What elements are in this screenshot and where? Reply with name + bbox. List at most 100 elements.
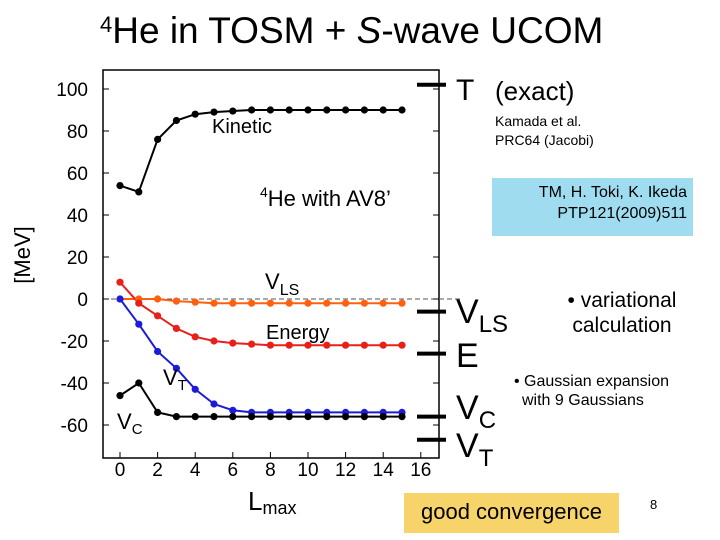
vc-data-point bbox=[323, 413, 331, 421]
vls-data-point bbox=[191, 298, 199, 306]
y-tick-label: 40 bbox=[67, 206, 88, 227]
vls-data-point bbox=[323, 299, 331, 307]
variational-line-1: • variational bbox=[567, 289, 677, 312]
tm-reference-box: TM, H. Toki, K. Ikeda PTP121(2009)511 bbox=[492, 178, 693, 236]
kinetic-data-point bbox=[360, 106, 368, 114]
title-rest: -wave UCOM bbox=[381, 10, 604, 51]
x-tick-label: 2 bbox=[152, 460, 163, 481]
y-axis-label: [MeV] bbox=[10, 226, 35, 283]
tm-line-2: PTP121(2009)511 bbox=[557, 205, 687, 222]
y-tick-label: -20 bbox=[61, 332, 88, 353]
kinetic-data-point bbox=[266, 106, 274, 114]
vt-data-point bbox=[210, 400, 218, 408]
energy-data-point bbox=[191, 333, 199, 341]
vt-data-point bbox=[116, 295, 124, 303]
exact-t-note: (exact) bbox=[495, 76, 574, 106]
vc-data-point bbox=[229, 413, 237, 421]
y-tick-label: 20 bbox=[67, 248, 88, 269]
exact-vls-main: V bbox=[456, 293, 479, 331]
vc-curve-label-sub: C bbox=[132, 421, 143, 438]
vls-data-point bbox=[398, 299, 406, 307]
x-tick-label: 8 bbox=[265, 460, 276, 481]
kinetic-data-point bbox=[323, 106, 331, 114]
kinetic-data-point bbox=[172, 116, 180, 125]
vls-data-point bbox=[360, 299, 368, 307]
title-main: He in TOSM + bbox=[112, 10, 357, 51]
vls-data-point bbox=[210, 299, 218, 307]
vls-data-point bbox=[266, 299, 274, 307]
vc-data-point bbox=[191, 413, 199, 421]
series-lines bbox=[119, 109, 402, 418]
vt-curve-label: VT bbox=[163, 365, 187, 394]
kinetic-data-point bbox=[342, 106, 350, 114]
vls-curve-label-main: V bbox=[265, 269, 280, 294]
kinetic-data-point bbox=[379, 106, 387, 114]
vc-data-point bbox=[342, 413, 350, 421]
series-points bbox=[116, 106, 406, 421]
exact-value-bars bbox=[417, 82, 446, 442]
vc-data-point bbox=[135, 379, 143, 387]
exact-t-label: T (exact) bbox=[456, 74, 574, 107]
vls-data-point bbox=[154, 295, 162, 303]
kinetic-data-point bbox=[248, 106, 256, 114]
x-tick-label: 10 bbox=[297, 460, 318, 481]
energy-data-point bbox=[248, 340, 256, 348]
gaussian-line-1: • Gaussian expansion bbox=[514, 373, 670, 390]
title-italic: S bbox=[356, 10, 382, 51]
energy-data-point bbox=[266, 341, 274, 349]
y-axis-ticks: 100 80 60 40 20 0 -20 -40 -60 bbox=[56, 80, 439, 437]
kinetic-data-point bbox=[116, 182, 124, 190]
gaussian-bullet: • Gaussian expansion with 9 Gaussians bbox=[514, 372, 669, 410]
vt-data-point bbox=[191, 385, 199, 393]
vc-data-point bbox=[210, 413, 218, 421]
kamada-line-2: PRC64 (Jacobi) bbox=[495, 132, 594, 148]
vc-data-point bbox=[154, 408, 162, 416]
vls-curve-label: VLS bbox=[265, 269, 299, 299]
x-tick-label: 4 bbox=[190, 460, 201, 481]
title-superscript: 4 bbox=[100, 12, 113, 37]
vls-data-point bbox=[285, 299, 293, 307]
vls-data-point bbox=[248, 299, 256, 307]
energy-data-point bbox=[116, 278, 124, 286]
kinetic-data-point bbox=[229, 107, 237, 115]
x-tick-label: 12 bbox=[335, 460, 356, 481]
energy-data-point bbox=[360, 341, 368, 349]
vls-data-point bbox=[379, 299, 387, 307]
energy-data-point bbox=[379, 341, 387, 349]
y-tick-label: 100 bbox=[56, 80, 88, 101]
variational-line-2: calculation bbox=[572, 314, 672, 337]
variational-bullet: • variational calculation bbox=[532, 288, 712, 338]
kinetic-data-point bbox=[135, 188, 143, 196]
y-tick-label: -40 bbox=[61, 374, 88, 395]
vc-series-line bbox=[119, 381, 402, 418]
vls-data-point bbox=[229, 299, 237, 307]
vls-data-point bbox=[342, 299, 350, 307]
vt-data-point bbox=[229, 406, 237, 414]
vls-data-point bbox=[172, 297, 180, 305]
energy-data-point bbox=[323, 341, 331, 349]
vt-data-point bbox=[154, 347, 162, 356]
x-axis-label-sub: max bbox=[262, 498, 296, 518]
y-tick-label: 80 bbox=[67, 122, 88, 143]
exact-t-main: T bbox=[456, 74, 474, 107]
energy-data-point bbox=[398, 341, 406, 349]
x-tick-label: 6 bbox=[228, 460, 239, 481]
vc-data-point bbox=[398, 413, 406, 421]
y-tick-label: 0 bbox=[77, 290, 88, 311]
kinetic-data-point bbox=[191, 110, 199, 118]
energy-data-point bbox=[229, 339, 237, 347]
x-tick-label: 0 bbox=[115, 460, 126, 481]
nucleus-label: 4He with AV8’ bbox=[260, 184, 391, 211]
exact-vc-sub: C bbox=[479, 407, 496, 434]
plot-frame bbox=[102, 69, 440, 459]
kinetic-data-point bbox=[210, 108, 218, 116]
x-axis-label-main: L bbox=[248, 486, 262, 516]
kinetic-data-point bbox=[304, 106, 312, 114]
good-convergence-box: good convergence bbox=[404, 493, 619, 533]
exact-e-label: E bbox=[456, 337, 479, 375]
energy-series-line bbox=[119, 281, 402, 347]
kamada-line-1: Kamada et al. bbox=[495, 113, 582, 129]
nucleus-label-sup: 4 bbox=[260, 184, 268, 200]
vls-curve-label-sub: LS bbox=[280, 282, 300, 299]
